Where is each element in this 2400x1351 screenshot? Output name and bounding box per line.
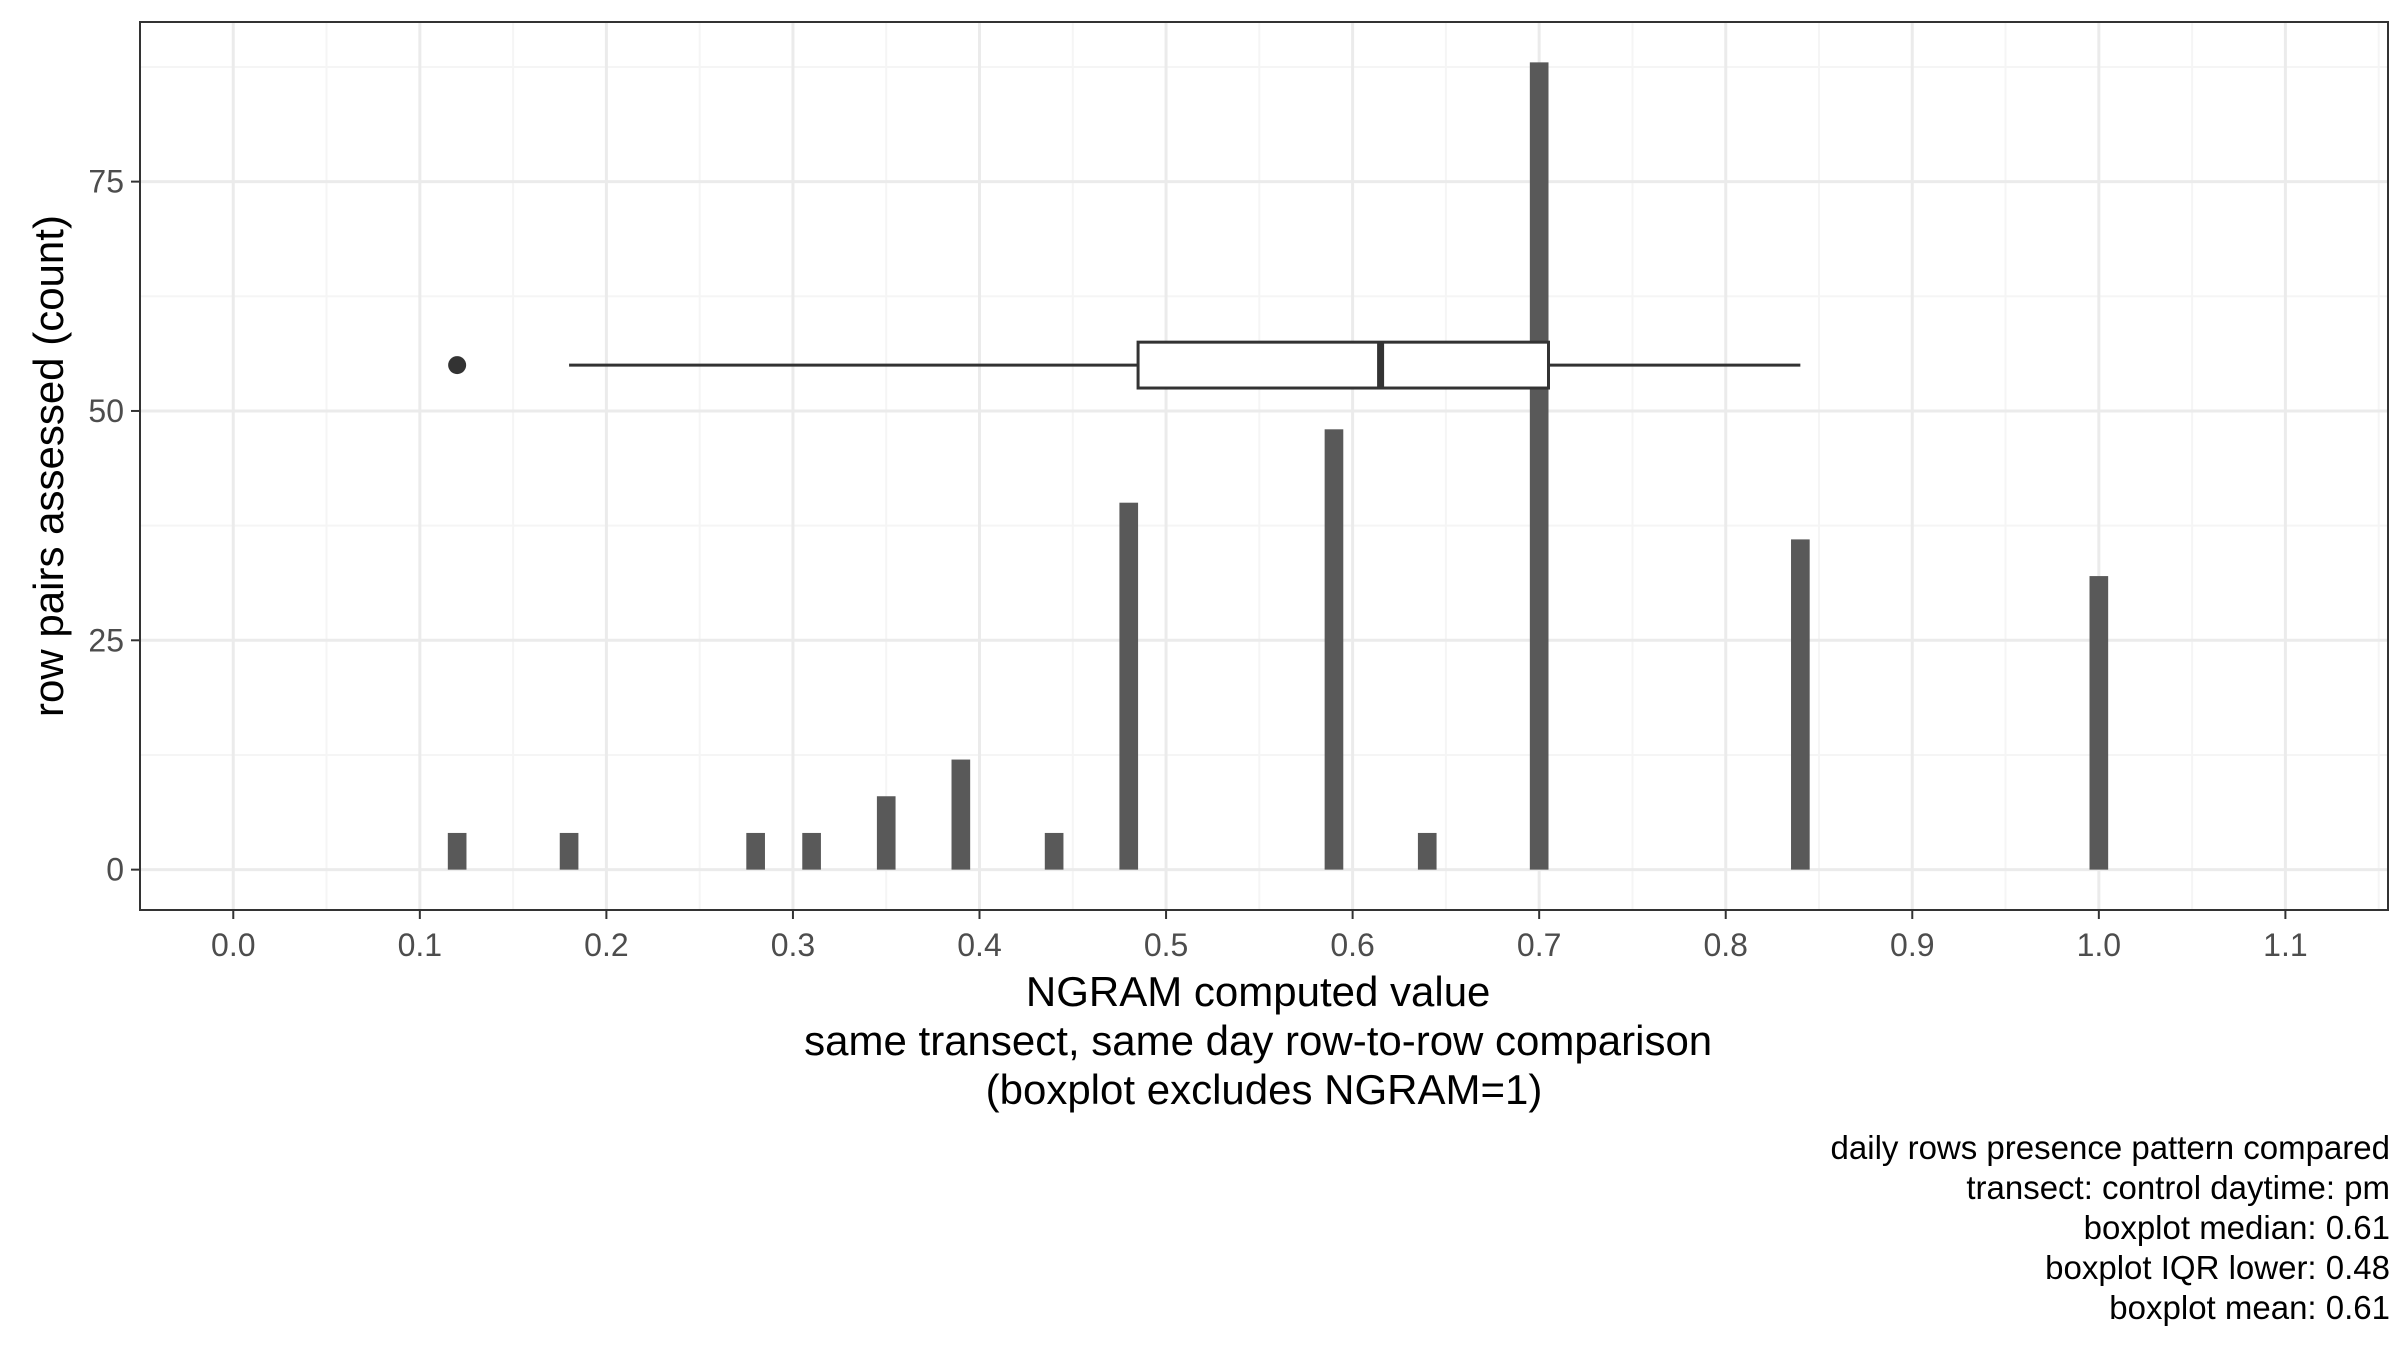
x-tick-label: 0.8	[1703, 927, 1747, 963]
x-axis-title: NGRAM computed value same transect, same…	[804, 968, 1724, 1113]
x-tick-label: 0.3	[771, 927, 815, 963]
x-axis-title-line-1: NGRAM computed value	[1026, 968, 1491, 1015]
caption-line-3: boxplot median: 0.61	[2083, 1209, 2390, 1246]
y-tick-label: 25	[88, 622, 124, 658]
caption-line-2: transect: control daytime: pm	[1966, 1169, 2390, 1206]
x-tick-label: 0.5	[1144, 927, 1188, 963]
x-tick-label: 0.1	[398, 927, 442, 963]
plot-caption: daily rows presence pattern compared tra…	[1831, 1128, 2390, 1328]
caption-line-1: daily rows presence pattern compared	[1830, 1129, 2390, 1166]
y-tick-label: 0	[106, 852, 124, 888]
bar	[1791, 539, 1810, 870]
boxplot-outlier	[448, 356, 467, 375]
panel-border	[139, 21, 2389, 911]
x-tick-label: 0.7	[1517, 927, 1561, 963]
histogram-bars	[447, 62, 2109, 870]
bar	[1417, 832, 1437, 870]
bar	[951, 759, 971, 870]
x-axis-ticks: 0.0 0.1 0.2 0.3 0.4 0.5 0.6 0.7 0.8 0.9 1.0 1.1	[211, 910, 2308, 963]
y-tick-label: 75	[88, 164, 124, 200]
caption-line-5: boxplot mean: 0.61	[2109, 1289, 2390, 1326]
caption-line-4: boxplot IQR lower: 0.48	[2045, 1249, 2390, 1286]
bar	[1044, 832, 1064, 870]
y-tick-label: 50	[88, 393, 124, 429]
x-tick-label: 1.1	[2263, 927, 2307, 963]
x-tick-label: 0.0	[211, 927, 255, 963]
boxplot-box	[1136, 340, 1550, 390]
x-tick-label: 0.4	[957, 927, 1001, 963]
minor-gridlines	[140, 22, 2388, 910]
bar	[2089, 576, 2109, 870]
bar	[1324, 429, 1344, 870]
boxplot	[448, 340, 1801, 390]
bar	[876, 796, 896, 870]
x-axis-title-line-3: (boxplot excludes NGRAM=1)	[986, 1066, 1543, 1113]
x-tick-label: 0.2	[584, 927, 628, 963]
x-tick-label: 0.6	[1330, 927, 1374, 963]
bar	[447, 832, 467, 870]
bar	[802, 832, 821, 870]
y-axis-title: row pairs assessed (count)	[25, 215, 72, 717]
y-axis-ticks: 0 25 50 75	[88, 164, 140, 888]
bar	[746, 832, 765, 870]
bar	[1529, 62, 1549, 870]
bar	[559, 832, 579, 870]
x-axis-title-line-2: same transect, same day row-to-row compa…	[804, 1017, 1712, 1064]
x-tick-label: 1.0	[2077, 927, 2121, 963]
bar	[1119, 502, 1139, 870]
x-tick-label: 0.9	[1890, 927, 1934, 963]
major-gridlines	[140, 22, 2388, 910]
